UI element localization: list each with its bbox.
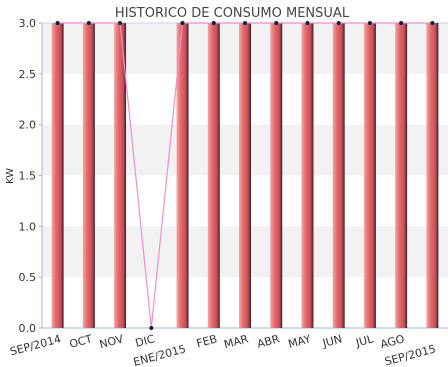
data-point [367,21,372,25]
y-tick-label: 3.0 [19,17,37,30]
data-point [180,21,185,25]
bar [239,23,251,328]
y-tick-label: 1.5 [19,170,37,183]
bar [270,23,283,328]
bar [114,23,127,328]
data-point [118,21,123,25]
x-tick-label: ABR [256,332,282,351]
x-tick-label: DIC [134,332,156,350]
x-tick-label: SEP/2014 [9,332,63,358]
bar [363,23,376,328]
y-tick-label: 2.0 [19,119,37,132]
bar [82,23,95,328]
bar [176,23,189,328]
x-tick-label: FEB [195,332,218,350]
data-point [336,21,341,25]
data-point [149,326,154,330]
x-tick-label: AGO [379,332,406,351]
x-tick-label: MAR [223,332,251,351]
x-tick-label: OCT [68,332,94,351]
data-point [430,21,435,25]
bar [51,23,64,328]
data-point [399,21,404,25]
data-point [243,21,247,25]
y-axis-label: KW [5,168,16,184]
bars [51,23,439,328]
x-tick-label: MAY [287,332,313,351]
bar [395,23,408,328]
y-tick-label: 1.0 [19,220,37,233]
data-point [55,21,60,25]
bar [207,23,220,328]
chart-title: HISTORICO DE CONSUMO MENSUAL [115,6,350,21]
x-tick-label: JUN [320,332,343,350]
x-tick-label: JUL [354,332,376,350]
y-tick-label: 2.5 [19,68,37,81]
bar [426,23,439,328]
y-tick-label: 0.0 [19,322,37,335]
point-markers [55,21,435,330]
bar [332,23,345,328]
data-point [274,21,279,25]
y-tick-label: 0.5 [19,271,37,284]
bar [301,23,314,328]
data-point [305,21,310,25]
data-point [211,21,216,25]
x-tick-label: NOV [98,332,125,351]
y-tick-labels: 0.0 0.5 1.0 1.5 2.0 2.5 3.0 [19,17,37,335]
data-point [86,21,91,25]
